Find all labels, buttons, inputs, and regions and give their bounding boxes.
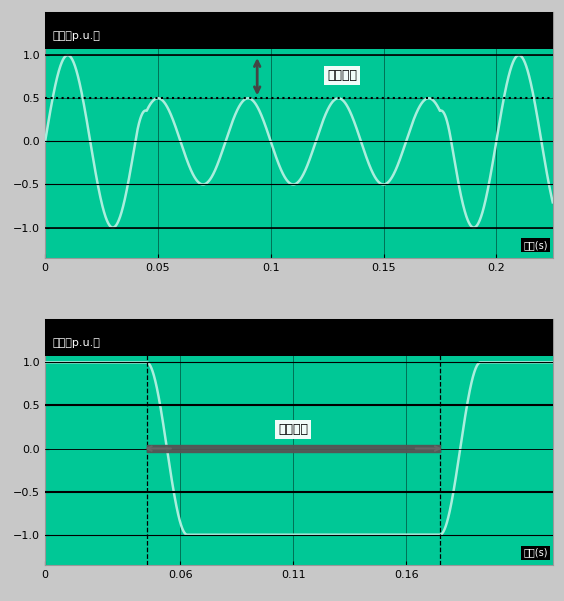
Text: 持续时间: 持续时间 — [278, 423, 309, 436]
Bar — [45, 319, 553, 356]
Text: 时间(s): 时间(s) — [523, 240, 548, 251]
Text: 时间(s): 时间(s) — [523, 548, 548, 558]
Bar — [45, 12, 553, 49]
Text: 暂降幅度: 暂降幅度 — [327, 69, 357, 82]
Text: 电压（p.u.）: 电压（p.u.） — [52, 338, 100, 348]
Text: 电压（p.u.）: 电压（p.u.） — [52, 31, 100, 41]
